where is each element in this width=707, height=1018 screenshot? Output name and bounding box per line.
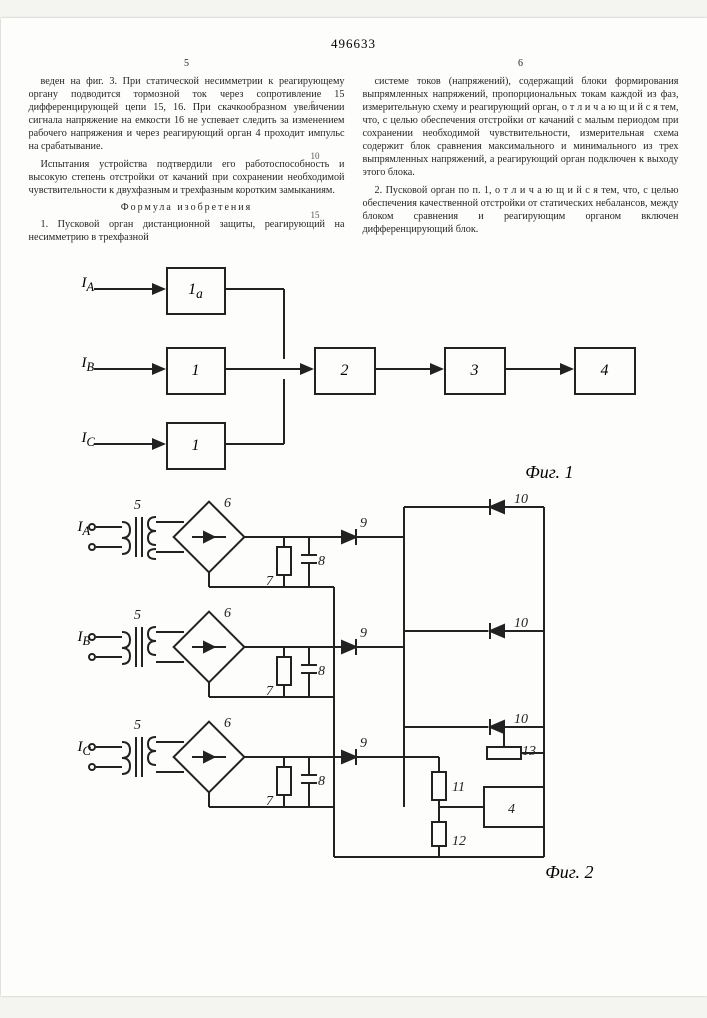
svg-text:9: 9: [360, 516, 367, 531]
paragraph: веден на фиг. 3. При статической несимме…: [29, 75, 345, 153]
svg-text:6: 6: [224, 716, 231, 731]
svg-text:9: 9: [360, 736, 367, 751]
text-columns: 5 веден на фиг. 3. При статической несим…: [29, 58, 679, 249]
block-2: 2: [314, 347, 376, 395]
block-3: 3: [444, 347, 506, 395]
block-1a: 1a: [166, 267, 226, 315]
svg-text:9: 9: [360, 626, 367, 641]
block-4: 4: [574, 347, 636, 395]
input-label: IC: [78, 739, 91, 759]
svg-text:7: 7: [266, 574, 274, 589]
svg-text:6: 6: [224, 606, 231, 621]
line-marker: 5: [311, 100, 316, 110]
svg-text:10: 10: [514, 712, 528, 727]
fig2-schematic: 5 6 7 8 9 10 5 6 7 8 9 10 5 6 7 8 9 10 11 12 13 4: [74, 487, 634, 877]
input-label: IA: [78, 519, 91, 539]
column-right: 6 системе токов (напряжений), содержащий…: [363, 58, 679, 249]
figure-1: IA IB IC 1a 1 1 2 3 4 Фиг. 1: [74, 259, 634, 479]
svg-text:6: 6: [224, 496, 231, 511]
col-num-left: 5: [29, 58, 345, 71]
svg-text:5: 5: [134, 608, 141, 623]
input-label: IB: [82, 355, 95, 375]
svg-text:5: 5: [134, 718, 141, 733]
svg-text:8: 8: [318, 664, 325, 679]
block-1: 1: [166, 422, 226, 470]
document-number: 496633: [29, 36, 679, 52]
formula-heading: Формула изобретения: [29, 202, 345, 215]
svg-text:8: 8: [318, 554, 325, 569]
svg-text:11: 11: [452, 780, 465, 795]
column-left: 5 веден на фиг. 3. При статической несим…: [29, 58, 345, 249]
input-label: IA: [82, 275, 95, 295]
svg-text:12: 12: [452, 834, 466, 849]
svg-text:4: 4: [508, 802, 515, 817]
svg-text:7: 7: [266, 684, 274, 699]
line-marker: 15: [311, 210, 320, 220]
input-label: IC: [82, 430, 95, 450]
block-1: 1: [166, 347, 226, 395]
svg-text:8: 8: [318, 774, 325, 789]
svg-text:7: 7: [266, 794, 274, 809]
paragraph: Испытания устройства подтвердили его раб…: [29, 158, 345, 197]
svg-text:10: 10: [514, 492, 528, 507]
paragraph: 1. Пусковой орган дистанционной защиты, …: [29, 218, 345, 244]
fig1-caption: Фиг. 1: [525, 462, 573, 483]
svg-text:13: 13: [522, 744, 536, 759]
figure-2: 5 6 7 8 9 10 5 6 7 8 9 10 5 6 7 8 9 10 11 12 13 4…: [74, 487, 634, 877]
paragraph: системе токов (напряжений), содержащий б…: [363, 75, 679, 179]
line-marker: 10: [311, 151, 320, 161]
svg-text:10: 10: [514, 616, 528, 631]
col-num-right: 6: [363, 58, 679, 71]
svg-text:5: 5: [134, 498, 141, 513]
paragraph: 2. Пусковой орган по п. 1, о т л и ч а ю…: [363, 184, 679, 236]
fig2-caption: Фиг. 2: [545, 862, 593, 883]
patent-page: 496633 5 веден на фиг. 3. При статическо…: [1, 18, 707, 996]
input-label: IB: [78, 629, 91, 649]
